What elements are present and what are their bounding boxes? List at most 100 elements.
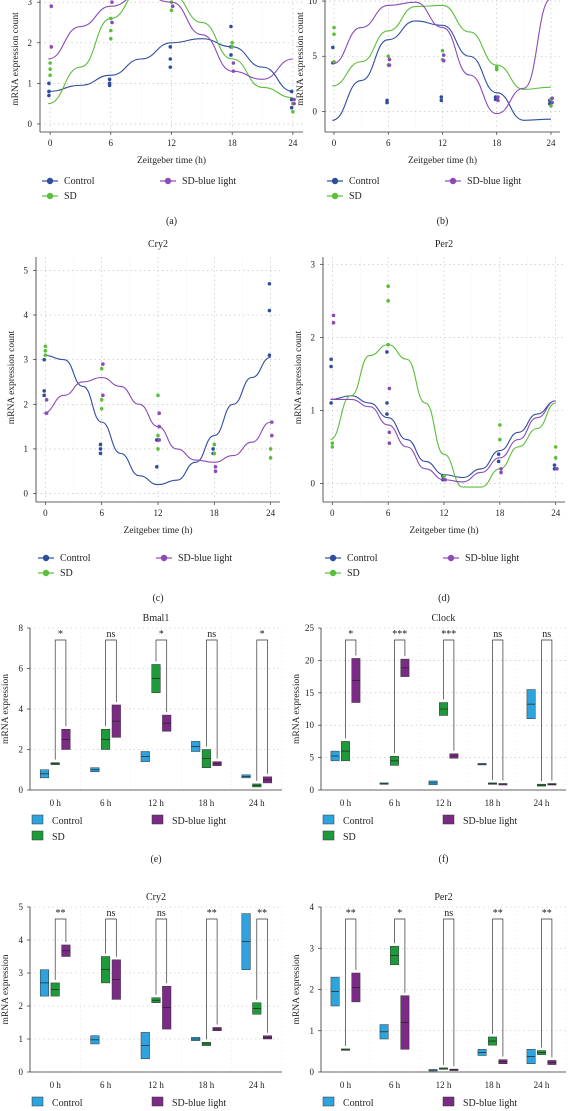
legend-entry: SD-blue light xyxy=(151,1096,226,1109)
data-point xyxy=(553,456,558,460)
fit-curve-sd-blue-light xyxy=(332,0,551,115)
data-point xyxy=(110,20,114,25)
data-point xyxy=(270,433,274,438)
data-point xyxy=(98,447,103,451)
data-point xyxy=(292,97,296,102)
y-tick-label: 0 xyxy=(19,1067,24,1077)
bar-panel-f: 0 5 10 15 20 25 Clock mRNA expression 0 h * 6 h ***… xyxy=(292,613,567,865)
data-point xyxy=(268,447,273,451)
y-tick-label: 4 xyxy=(24,310,29,320)
legend-label: SD xyxy=(349,191,362,202)
x-tick-label: 24 xyxy=(288,138,298,148)
panel-label: (a) xyxy=(166,216,177,227)
legend-entry: SD xyxy=(42,191,77,202)
panel-label: (e) xyxy=(150,854,161,865)
data-point xyxy=(550,100,554,105)
legend-entry: Control xyxy=(322,814,374,827)
x-tick-label: 24 xyxy=(546,138,556,148)
data-point xyxy=(212,451,217,456)
fit-curve-control xyxy=(48,38,293,93)
data-point xyxy=(387,430,392,435)
legend-label: SD-blue light xyxy=(172,1098,226,1109)
legend-label: SD xyxy=(52,832,65,843)
significance-bracket xyxy=(256,639,268,781)
y-tick-label: 3 xyxy=(28,0,33,7)
y-axis-label: mRNA expression xyxy=(292,954,302,1024)
legend-label: SD-blue light xyxy=(467,176,521,187)
significance-label: ** xyxy=(542,908,552,919)
data-point xyxy=(47,93,51,98)
legend-entry: Control xyxy=(42,176,95,187)
data-point xyxy=(331,45,335,50)
category-label: 12 h xyxy=(148,798,164,808)
y-axis-label: mRNA expression xyxy=(1,674,11,744)
data-point xyxy=(99,406,104,411)
data-point xyxy=(229,24,233,29)
data-point xyxy=(99,398,104,402)
data-point xyxy=(270,420,274,424)
significance-bracket xyxy=(394,639,406,754)
data-point xyxy=(43,348,48,353)
chart-title: Cry2 xyxy=(146,892,166,903)
y-tick-label: 1 xyxy=(24,444,29,454)
y-axis-label: mRNA expression xyxy=(1,954,11,1024)
x-tick-label: 0 xyxy=(332,138,337,148)
y-tick-label: 1 xyxy=(311,405,316,415)
y-tick-label: 0 xyxy=(310,785,315,795)
x-axis-label: Zeitgeber time (h) xyxy=(408,155,477,166)
significance-label: *** xyxy=(392,629,407,640)
x-tick-label: 12 xyxy=(154,508,163,518)
x-axis-label: Zeitgeber time (h) xyxy=(409,525,478,536)
data-point xyxy=(42,393,46,398)
category-label: 18 h xyxy=(199,798,215,808)
data-point xyxy=(231,69,236,73)
fit-curve-sd xyxy=(330,344,556,488)
data-point xyxy=(496,452,501,456)
y-tick-label: 15 xyxy=(305,688,315,698)
legend-marker xyxy=(42,569,50,577)
data-point xyxy=(387,441,392,446)
legend-entry: SD xyxy=(31,830,65,843)
significance-bracket xyxy=(345,918,357,1046)
y-tick-label: 5 xyxy=(313,51,318,61)
data-point xyxy=(387,386,392,391)
legend-marker xyxy=(331,192,339,200)
legend-swatch xyxy=(31,830,44,841)
data-point xyxy=(268,456,273,460)
data-point xyxy=(332,25,336,30)
legend-label: Control xyxy=(64,176,95,187)
legend-entry: SD-blue light xyxy=(442,1096,517,1109)
fit-curve-sd xyxy=(48,0,293,105)
legend-entry: SD-blue light xyxy=(151,814,226,827)
significance-bracket xyxy=(443,918,455,1067)
significance-bracket xyxy=(492,639,504,781)
data-point xyxy=(168,57,173,61)
data-point xyxy=(498,423,502,427)
data-point xyxy=(292,101,296,106)
category-label: 0 h xyxy=(340,1080,352,1090)
data-point xyxy=(48,67,52,71)
legend-entry: SD-blue light xyxy=(443,553,519,564)
legend-entry: SD-blue light xyxy=(445,176,521,187)
data-point xyxy=(331,313,336,318)
x-tick-label: 12 xyxy=(167,138,176,148)
y-tick-label: 3 xyxy=(310,943,315,953)
y-tick-label: 20 xyxy=(305,655,315,665)
significance-bracket xyxy=(256,918,268,1033)
y-tick-label: 25 xyxy=(305,623,315,633)
y-tick-label: 8 xyxy=(19,623,24,633)
category-label: 0 h xyxy=(50,1080,62,1090)
data-point xyxy=(157,438,161,442)
data-point xyxy=(168,65,173,69)
x-axis-label: Zeitgeber time (h) xyxy=(137,155,206,166)
y-tick-label: 5 xyxy=(24,265,29,275)
legend-label: SD xyxy=(343,832,356,843)
legend-swatch xyxy=(151,1096,164,1107)
legend-label: Control xyxy=(343,816,374,827)
y-tick-label: 0 xyxy=(28,119,33,129)
category-label: 24 h xyxy=(249,1080,265,1090)
legend-label: SD-blue light xyxy=(463,1098,517,1109)
data-point xyxy=(213,469,218,474)
x-tick-label: 6 xyxy=(386,508,391,518)
chart-title: Cry2 xyxy=(148,239,168,250)
